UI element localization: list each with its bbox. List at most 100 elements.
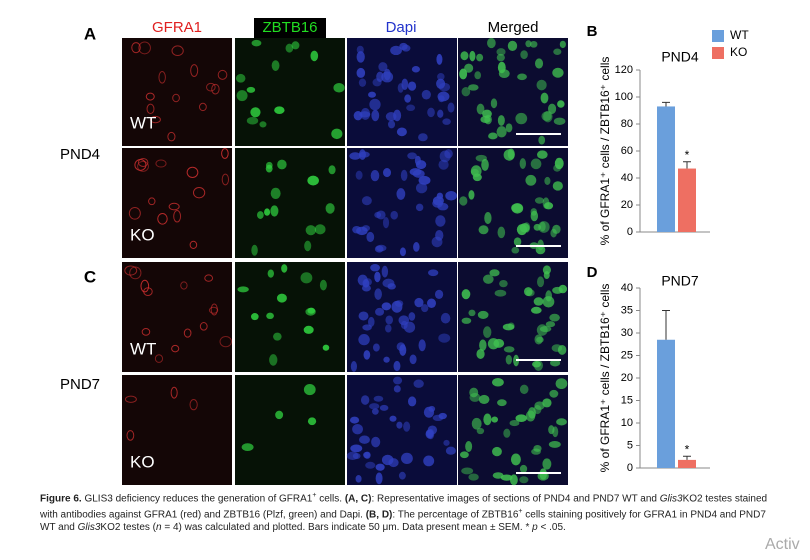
cell — [352, 423, 363, 435]
cell — [396, 188, 406, 200]
cell — [415, 203, 424, 212]
cell — [459, 196, 468, 206]
significance-mark: * — [685, 442, 690, 456]
cell — [476, 103, 485, 115]
caption-segment: p — [532, 521, 538, 533]
cell — [468, 84, 479, 91]
cell — [389, 415, 397, 422]
cell — [539, 221, 546, 232]
cell — [305, 225, 317, 236]
cell — [267, 269, 274, 278]
cell — [547, 103, 557, 115]
cell — [461, 317, 472, 324]
cell — [270, 187, 281, 199]
cell — [509, 419, 520, 427]
micrograph — [458, 38, 568, 146]
caption-segment: KO2 testes ( — [100, 521, 156, 533]
cell — [128, 206, 141, 220]
cell — [440, 312, 451, 324]
cell — [129, 266, 142, 280]
cell — [496, 48, 506, 56]
cell — [190, 64, 199, 77]
cell — [291, 41, 300, 50]
cell — [358, 149, 366, 160]
caption-segment: Glis3 — [77, 521, 101, 533]
cell — [303, 325, 314, 334]
y-tick-label: 0 — [627, 226, 633, 238]
y-tick-label: 60 — [621, 145, 633, 157]
cell — [460, 51, 469, 61]
cell — [499, 279, 508, 288]
cell — [519, 223, 530, 233]
cell — [350, 360, 358, 372]
micrograph — [122, 262, 232, 372]
cell — [409, 354, 417, 365]
cell — [412, 169, 425, 178]
cell — [393, 385, 401, 393]
cell — [428, 405, 436, 412]
cell — [470, 165, 482, 177]
cell — [558, 284, 568, 294]
cell — [319, 279, 327, 291]
caption-segment: (B, D) — [365, 509, 393, 521]
cell — [186, 166, 199, 179]
cell — [418, 175, 431, 185]
cell — [167, 131, 176, 142]
cell — [487, 37, 496, 49]
caption-segment: Glis3 — [659, 493, 683, 505]
cell — [259, 121, 267, 128]
y-tick-label: 120 — [615, 64, 633, 76]
cell — [517, 73, 527, 81]
cell — [494, 289, 507, 297]
cell — [396, 421, 403, 429]
cell — [158, 71, 166, 84]
caption-segment: = 4) was calculated and plotted. Bars in… — [161, 521, 533, 533]
cell — [510, 453, 521, 466]
cell — [390, 210, 398, 220]
panel-label: D — [587, 264, 598, 281]
cell — [400, 169, 408, 181]
micrograph — [347, 375, 457, 485]
cell — [359, 435, 370, 444]
cell — [273, 332, 282, 341]
cell — [437, 109, 444, 118]
cell — [322, 344, 330, 351]
y-axis-label: % of GFRA1⁺ cells / ZBTB16⁺ cells — [598, 284, 612, 473]
cell — [549, 313, 560, 322]
cell — [421, 89, 431, 100]
cell — [525, 174, 537, 186]
cell — [507, 40, 518, 51]
cell — [497, 399, 507, 407]
cell — [464, 63, 474, 73]
cell — [349, 152, 361, 160]
cell — [497, 115, 505, 126]
cell — [173, 210, 182, 223]
cell — [171, 45, 184, 56]
cell — [360, 395, 370, 405]
y-axis-label: % of GFRA1⁺ cells / ZBTB16⁺ cells — [598, 57, 612, 246]
cell — [436, 53, 443, 65]
caption-segment: cells staining positively for GFRA1 in P… — [40, 509, 769, 533]
cell — [198, 102, 207, 112]
error-bar — [683, 455, 691, 460]
cell — [552, 224, 561, 234]
cell — [549, 359, 561, 367]
cell — [352, 452, 361, 460]
cell — [363, 350, 371, 360]
cell — [369, 403, 380, 410]
cell — [530, 306, 542, 314]
cell — [515, 414, 527, 423]
micrograph — [235, 148, 345, 258]
cell — [487, 338, 500, 350]
cell — [189, 240, 198, 250]
cell — [490, 98, 498, 109]
cell — [155, 159, 167, 168]
cell — [459, 68, 468, 80]
cell — [413, 379, 424, 388]
cell — [241, 443, 254, 452]
cell — [421, 304, 429, 313]
cell — [478, 225, 489, 235]
cell — [381, 302, 392, 311]
cell — [438, 159, 449, 170]
